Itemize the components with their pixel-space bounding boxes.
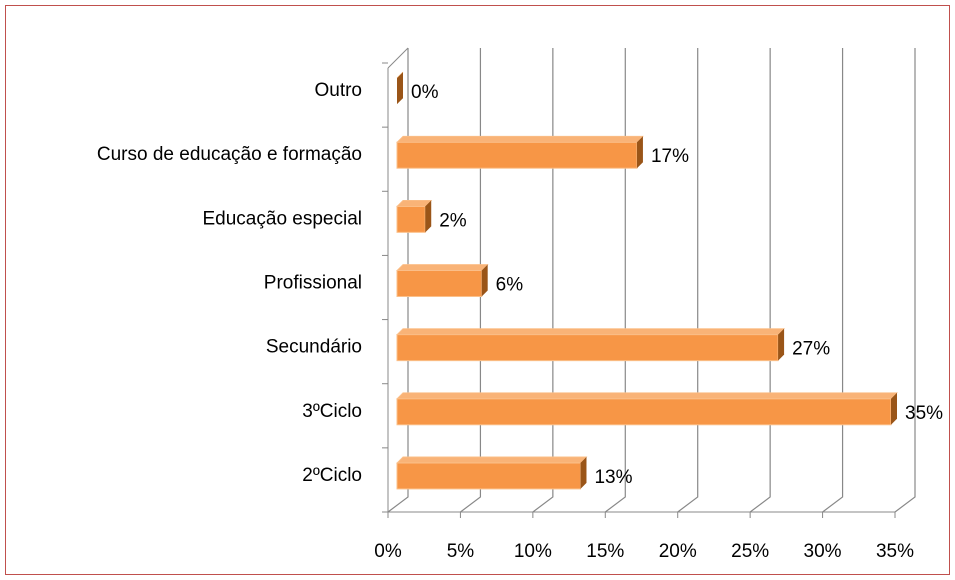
bar-top: [396, 199, 433, 207]
data-label: 2%: [439, 210, 467, 231]
bar-side: [397, 72, 403, 105]
data-label: 17%: [651, 146, 689, 167]
x-tick-label: 20%: [659, 541, 697, 562]
x-tick-label: 30%: [804, 541, 842, 562]
bar-top: [396, 264, 489, 271]
grid-line: [822, 48, 844, 513]
y-tick-label: Curso de educação e formação: [97, 144, 362, 165]
x-tick-label: 5%: [447, 541, 475, 562]
bar: [396, 205, 426, 233]
x-tick-label: 0%: [374, 541, 402, 562]
x-tick-label: 25%: [731, 541, 769, 562]
bar-top: [396, 328, 786, 336]
bar: [396, 398, 892, 426]
y-tick-label: Outro: [314, 80, 362, 101]
bar-side: [425, 200, 432, 233]
y-tick-label: Secundário: [266, 337, 362, 358]
y-tick-label: Profissional: [264, 273, 362, 294]
data-label: 35%: [905, 403, 943, 424]
bar-side: [891, 392, 897, 425]
grid-line: [460, 48, 482, 513]
data-label: 27%: [792, 339, 830, 360]
bar-top: [396, 392, 898, 400]
grid-line: [894, 48, 916, 513]
grid-line: [387, 48, 409, 513]
y-tick-label: 3ºCiclo: [302, 401, 362, 422]
data-label: 6%: [496, 275, 524, 296]
y-tick-label: Educação especial: [203, 208, 363, 229]
bar: [396, 334, 779, 362]
bar: [396, 141, 638, 169]
grid-line: [532, 48, 554, 513]
grid-line: [604, 48, 626, 513]
bar: [396, 462, 581, 490]
bar: [396, 270, 483, 297]
grid-line: [677, 48, 699, 513]
axis-line: [387, 47, 409, 69]
bar-side: [481, 264, 488, 297]
bar-side: [580, 456, 587, 489]
bar-top: [396, 135, 644, 143]
bar-side: [636, 136, 643, 169]
data-label: 0%: [411, 82, 439, 103]
x-tick-label: 10%: [514, 541, 552, 562]
x-tick-label: 35%: [876, 541, 914, 562]
y-tick-label: 2ºCiclo: [302, 465, 362, 486]
x-tick-label: 15%: [586, 541, 624, 562]
bar-top: [396, 456, 588, 464]
bar-side: [778, 328, 785, 361]
data-label: 13%: [594, 467, 632, 488]
grid-line: [749, 48, 771, 513]
